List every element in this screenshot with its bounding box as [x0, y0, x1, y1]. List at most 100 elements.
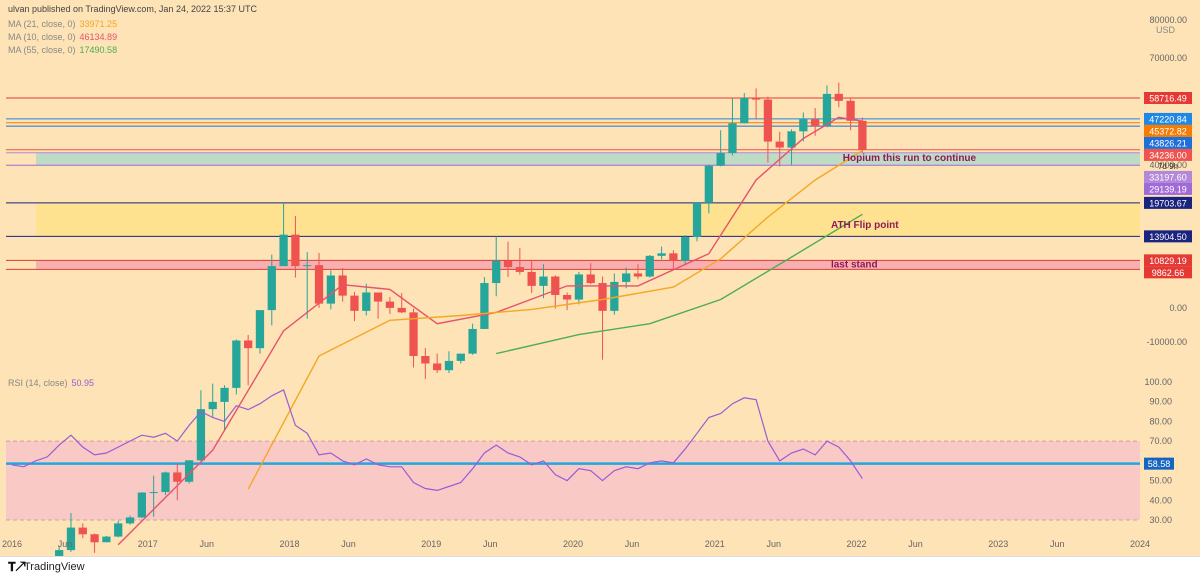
level-badge-7: [1144, 196, 1192, 209]
candle-body-45: [539, 276, 548, 286]
time-tick-11: Jun: [767, 539, 782, 549]
candle-body-48: [574, 274, 584, 300]
candle-body-34: [409, 312, 418, 356]
candle-body-39: [468, 328, 477, 354]
candle-body-14: [173, 472, 182, 482]
time-tick-10: 2021: [705, 539, 725, 549]
level-badge-8: [1144, 230, 1192, 243]
candle-body-41: [492, 260, 501, 284]
candle-body-64: [763, 99, 773, 142]
tradingview-logo-icon[interactable]: 𝐓↗: [8, 560, 26, 574]
level-badge-text-0: 58716.49: [1149, 94, 1187, 104]
candle-body-18: [220, 387, 229, 402]
rsi-line: [11, 389, 863, 492]
time-tick-8: 2020: [563, 539, 583, 549]
time-tick-13: Jun: [908, 539, 923, 549]
brand-name[interactable]: TradingView: [24, 561, 85, 573]
level-badge-text-3: 43826.21: [1149, 138, 1187, 148]
candle-body-32: [385, 301, 395, 308]
candle-body-67: [799, 119, 808, 132]
candle-body-40: [480, 283, 489, 329]
level-badge-text-5: 33197.60: [1149, 172, 1187, 182]
candle-body-53: [633, 273, 643, 277]
candle-body-30: [362, 292, 371, 311]
price-tick-4: -10000.00: [1146, 337, 1187, 347]
candle-body-9: [114, 523, 123, 537]
candle-body-6: [78, 527, 87, 535]
candle-body-71: [846, 100, 855, 121]
candle-body-61: [728, 123, 737, 154]
candle-body-59: [704, 165, 713, 203]
candle-body-63: [751, 97, 761, 100]
time-tick-6: 2019: [421, 539, 441, 549]
level-badge-sublabel-4: 7d 9h: [1158, 162, 1178, 171]
rsi-tick-6: 40.00: [1149, 495, 1172, 505]
price-tick-0: 80000.00: [1149, 15, 1187, 25]
level-badge-text-7: 19703.67: [1149, 198, 1187, 208]
candle-body-43: [515, 267, 524, 272]
candle-body-8: [102, 536, 111, 543]
level-badge-9: [1144, 254, 1192, 267]
candle-body-38: [456, 353, 465, 361]
time-tick-15: Jun: [1050, 539, 1065, 549]
candle-body-24: [291, 234, 300, 267]
rsi-label: RSI (14, close): [8, 378, 68, 388]
candle-body-52: [622, 273, 631, 282]
time-tick-4: 2018: [279, 539, 299, 549]
annotation-2: last stand: [831, 260, 878, 271]
candle-body-66: [787, 131, 796, 148]
rsi-legend: RSI (14, close) 50.95: [8, 378, 94, 388]
candle-body-17: [208, 401, 217, 410]
level-badge-text-4: 34236.00: [1149, 150, 1187, 160]
level-badge-text-1: 47220.84: [1149, 114, 1187, 124]
ma55-label: MA (55, close, 0): [8, 45, 76, 55]
ma-line-1: [247, 150, 863, 490]
time-tick-9: Jun: [625, 539, 640, 549]
time-tick-7: Jun: [483, 539, 498, 549]
price-tick-1: 70000.00: [1149, 53, 1187, 63]
ma10-label: MA (10, close, 0): [8, 32, 76, 42]
level-badge-6: [1144, 182, 1192, 195]
candle-body-60: [716, 153, 725, 166]
candle-body-35: [421, 355, 430, 364]
level-badge-0: [1144, 92, 1192, 104]
level-badge-text-2: 45372.82: [1149, 126, 1187, 136]
ma55-value: 17490.58: [79, 45, 118, 55]
candle-body-19: [232, 340, 241, 388]
support-zone: [36, 152, 1140, 166]
ma21-label: MA (21, close, 0): [8, 19, 76, 29]
candle-body-13: [161, 472, 170, 493]
candle-body-70: [834, 93, 843, 101]
rsi-tick-5: 50.00: [1149, 476, 1172, 486]
candle-body-49: [586, 274, 595, 284]
chart-canvas[interactable]: Hopium this run to continue ATH Flip poin…: [0, 0, 1200, 556]
time-tick-1: Jun: [58, 539, 73, 549]
level-badge-2: [1144, 124, 1192, 137]
level-badge-text-9: 10829.19: [1149, 256, 1187, 266]
rsi-value: 50.95: [71, 378, 95, 388]
ma10-value: 46134.89: [79, 32, 118, 42]
rsi-badge: [1144, 457, 1174, 470]
candle-body-42: [503, 260, 513, 268]
candle-body-51: [610, 281, 619, 311]
ma10-legend: MA (10, close, 0) 46134.89: [8, 32, 117, 42]
rsi-tick-2: 80.00: [1149, 416, 1172, 426]
time-tick-12: 2022: [846, 539, 866, 549]
level-badge-5: [1144, 170, 1192, 183]
candle-body-57: [681, 237, 690, 261]
candle-body-27: [326, 275, 335, 304]
candle-body-68: [811, 119, 820, 127]
time-tick-14: 2023: [988, 539, 1008, 549]
ma21-value: 33971.25: [79, 19, 118, 29]
rsi-band: [6, 441, 1140, 520]
candle-body-25: [303, 265, 312, 267]
candle-body-31: [373, 292, 383, 302]
level-badge-text-8: 13904.50: [1149, 232, 1187, 242]
candle-body-58: [692, 202, 702, 238]
candle-body-15: [184, 460, 194, 482]
candle-body-23: [279, 234, 288, 267]
annotation-1: ATH Flip point: [831, 220, 899, 231]
candle-body-69: [822, 93, 832, 127]
candle-body-22: [267, 266, 276, 311]
